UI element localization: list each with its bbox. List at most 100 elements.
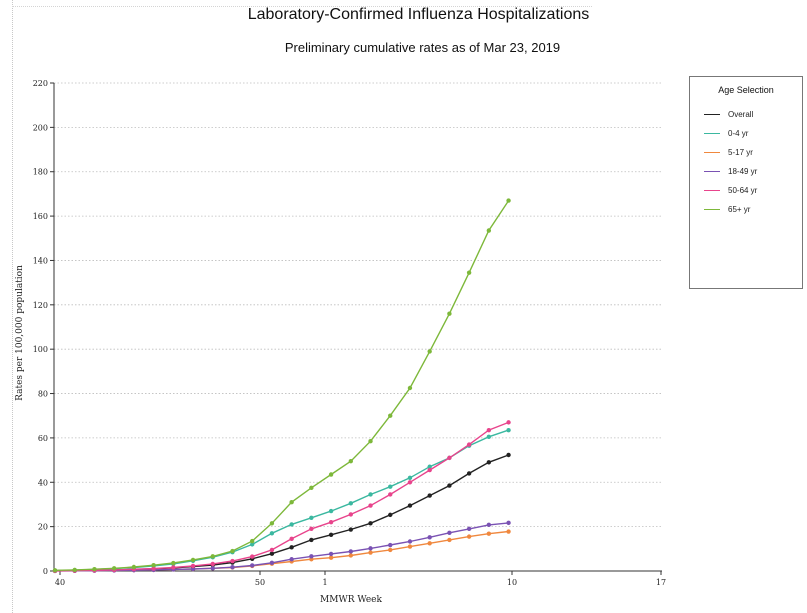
data-point (348, 527, 353, 532)
y-tick-label: 40 (38, 478, 48, 487)
data-point (250, 563, 255, 568)
data-point (190, 566, 196, 572)
legend-label: 0-4 yr (728, 128, 749, 138)
data-point (368, 521, 373, 526)
data-point (348, 553, 353, 558)
legend-swatch (704, 189, 720, 191)
data-point (289, 557, 294, 562)
y-tick-label: 200 (33, 123, 48, 132)
data-point (427, 464, 432, 469)
legend-label: 18-49 yr (728, 166, 758, 176)
data-point (151, 563, 156, 568)
x-tick-label: 17 (656, 578, 666, 587)
data-point (486, 522, 492, 528)
series-line (54, 421, 509, 572)
data-point (92, 567, 97, 572)
data-point (447, 483, 452, 488)
legend-item[interactable]: 50-64 yr (704, 183, 757, 197)
data-point (427, 349, 432, 354)
legend-label: 50-64 yr (728, 185, 758, 195)
data-point (250, 538, 255, 544)
data-point (388, 492, 393, 497)
data-point (309, 515, 314, 520)
legend-swatch (704, 151, 720, 153)
data-point (407, 503, 413, 508)
data-point (407, 475, 413, 481)
frame-left-border (12, 0, 13, 613)
frame-top-border (12, 6, 592, 7)
data-point (269, 560, 275, 565)
data-point (368, 492, 373, 497)
data-point (407, 539, 413, 544)
data-point (407, 385, 413, 391)
legend-item[interactable]: Overall (704, 107, 753, 121)
x-tick-label: 40 (55, 578, 65, 587)
y-tick-label: 0 (43, 567, 48, 576)
data-point (466, 526, 472, 532)
data-point (328, 532, 334, 538)
data-point (407, 480, 413, 485)
data-point (348, 501, 353, 506)
x-tick-label: 50 (255, 578, 265, 587)
data-point (466, 471, 472, 476)
data-point (447, 455, 452, 461)
data-point (309, 537, 314, 543)
legend-label: 5-17 yr (728, 147, 753, 157)
data-point (250, 554, 255, 559)
data-point (210, 566, 215, 571)
data-point (210, 554, 215, 559)
data-point (328, 551, 334, 557)
y-tick-label: 160 (33, 212, 48, 221)
data-point (171, 560, 176, 566)
data-point (269, 521, 275, 526)
data-point (486, 228, 492, 233)
data-point (506, 452, 511, 458)
data-point (230, 548, 235, 554)
data-point (388, 512, 393, 518)
y-tick-label: 20 (38, 523, 48, 532)
data-point (131, 564, 137, 570)
data-point (388, 542, 393, 548)
chart-subtitle: Preliminary cumulative rates as of Mar 2… (284, 40, 561, 55)
data-point (190, 563, 196, 569)
data-point (210, 561, 215, 567)
series-65-yr (52, 198, 511, 573)
data-point (250, 542, 255, 547)
data-point (466, 534, 472, 539)
series-group (52, 198, 511, 574)
data-point (328, 472, 334, 477)
data-point (171, 565, 176, 570)
y-tick-label: 100 (33, 345, 48, 354)
legend-item[interactable]: 0-4 yr (704, 126, 748, 140)
legend-item[interactable]: 65+ yr (704, 202, 750, 216)
data-point (466, 270, 472, 275)
data-point (486, 434, 492, 439)
legend-swatch (704, 208, 720, 210)
legend-item[interactable]: 18-49 yr (704, 164, 757, 178)
data-point (368, 546, 373, 551)
data-point (72, 567, 77, 573)
data-point (427, 493, 432, 498)
x-axis-label: MMWR Week (320, 595, 382, 605)
legend-swatch (704, 170, 720, 172)
data-point (447, 311, 452, 316)
data-point (486, 460, 492, 465)
data-point (427, 467, 432, 473)
data-point (486, 531, 492, 536)
legend-item[interactable]: 5-17 yr (704, 145, 753, 159)
data-point (328, 508, 334, 514)
data-point (506, 427, 511, 433)
data-point (269, 531, 275, 536)
data-point (506, 198, 511, 203)
data-point (111, 566, 117, 571)
data-point (309, 485, 314, 491)
data-point (289, 500, 294, 505)
series-50-64-yr (52, 420, 511, 573)
gridlines (54, 82, 662, 528)
series-line (54, 522, 509, 572)
y-tick-label: 180 (33, 168, 48, 177)
data-point (486, 427, 492, 433)
data-point (388, 547, 393, 553)
